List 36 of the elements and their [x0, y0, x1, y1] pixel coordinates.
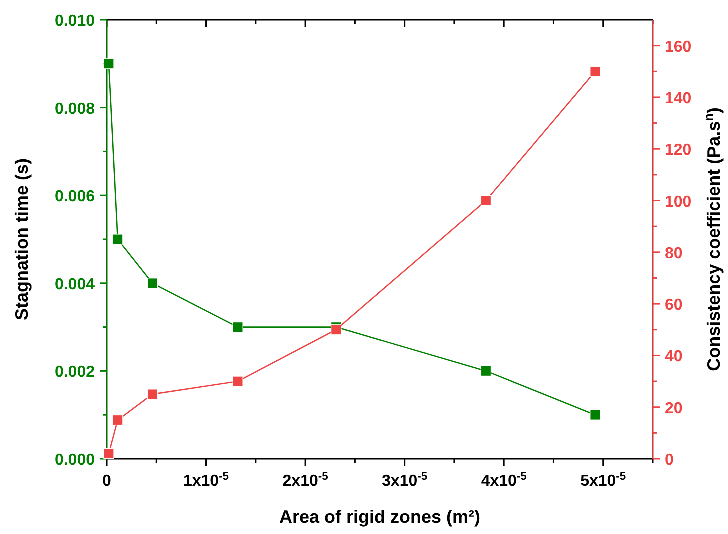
point [590, 66, 601, 77]
point [590, 410, 601, 420]
y-tick-label: 0.010 [54, 13, 96, 30]
y2-tick-label: 40 [665, 348, 683, 366]
x-tick-label: 1x10$^{-5}$ [184, 471, 230, 490]
point [480, 195, 492, 206]
point [104, 58, 114, 70]
point [232, 376, 244, 387]
point [112, 414, 124, 426]
y-tick-label: 0.006 [54, 188, 96, 206]
point [147, 389, 158, 400]
point [147, 278, 158, 289]
y2-tick-label: 20 [665, 400, 683, 418]
y2-tick-label: 0 [665, 452, 674, 469]
x-axis-title: Area of rigid zones (m²) [279, 507, 481, 527]
x-tick-label: 3x10$^{-5}$ [382, 471, 428, 490]
y-axis-title: Stagnation time (s) [12, 158, 32, 321]
x-tick-label: 0 [102, 473, 112, 490]
y2-tick-label: 100 [665, 194, 692, 211]
y2-tick-label: 160 [665, 38, 692, 56]
y-tick-label: 0.000 [54, 452, 96, 469]
y2-tick-label: 60 [665, 297, 683, 314]
y-tick-label: 0.008 [54, 100, 96, 118]
point [480, 366, 492, 376]
x-tick-label: 4x10$^{-5}$ [481, 471, 527, 490]
point [232, 322, 244, 333]
y2-tick-label: 120 [665, 142, 692, 160]
y2-tick-label: 140 [665, 90, 692, 108]
y2-tick-label: 80 [665, 245, 683, 262]
point [104, 448, 114, 460]
point [112, 234, 124, 245]
y-tick-label: 0.002 [54, 364, 96, 382]
y-tick-label: 0.004 [54, 276, 96, 294]
x-tick-label: 5x10$^{-5}$ [580, 471, 626, 490]
x-tick-label: 2x10$^{-5}$ [282, 471, 328, 490]
point [331, 324, 342, 336]
